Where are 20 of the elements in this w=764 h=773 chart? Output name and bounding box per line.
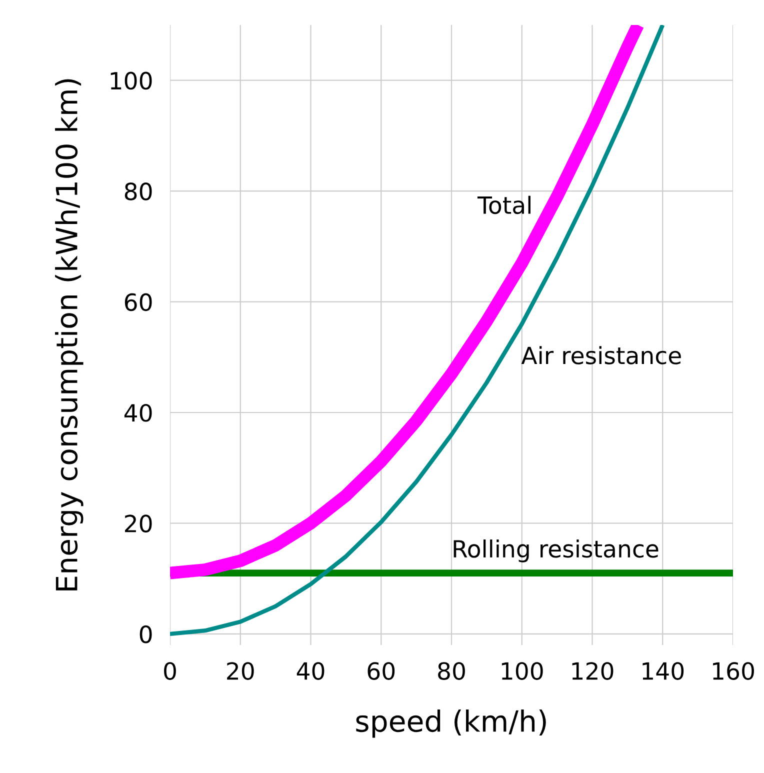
y-tick-label: 20 — [125, 514, 152, 533]
x-tick-label: 140 — [642, 662, 684, 680]
x-axis-title: speed (km/h) — [356, 710, 546, 738]
x-tick-label: 0 — [164, 662, 176, 680]
y-axis-title: Energy consumption (kWh/100 km) — [55, 79, 84, 590]
y-tick-label: 0 — [140, 625, 152, 644]
y-tick-label: 40 — [124, 404, 152, 422]
x-tick-label: 80 — [438, 662, 465, 680]
series-label: Rolling resistance — [454, 539, 658, 562]
x-tick-label: 20 — [227, 662, 254, 680]
y-tick-label: 100 — [110, 72, 152, 90]
x-tick-label: 40 — [296, 662, 324, 680]
x-tick-label: 160 — [713, 662, 754, 680]
x-tick-label: 120 — [572, 662, 614, 680]
y-tick-label: 80 — [124, 182, 152, 200]
x-tick-label: 100 — [502, 662, 543, 680]
x-tick-label: 60 — [368, 662, 395, 680]
y-tick-label: 60 — [124, 293, 152, 312]
series-label: Air resistance — [521, 346, 681, 364]
series-label: Total — [477, 196, 530, 214]
